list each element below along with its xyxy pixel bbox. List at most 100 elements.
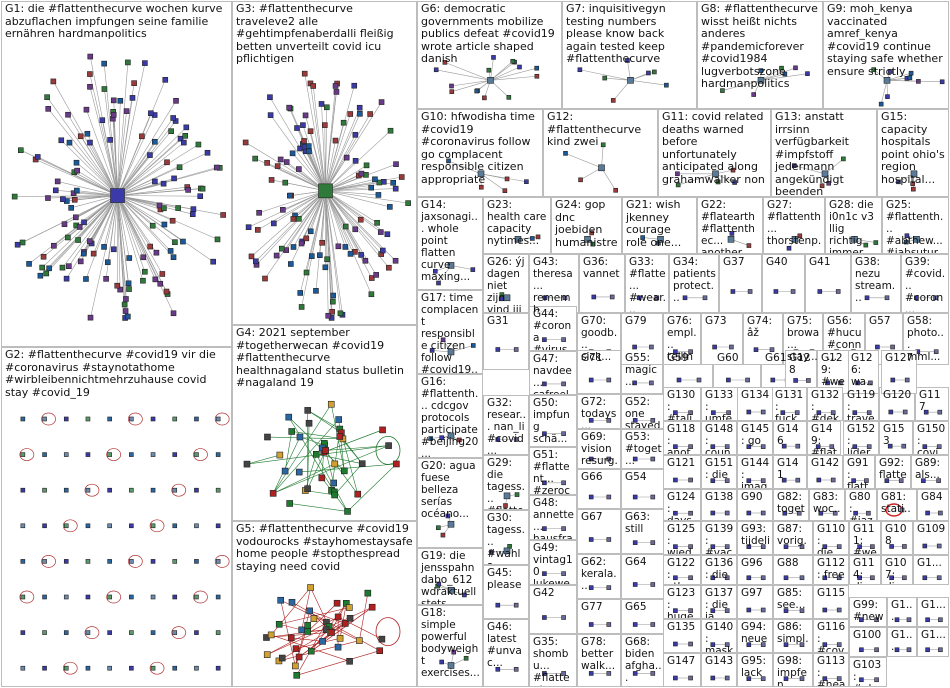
group-g82-graph [782,510,802,516]
group-g31: G31 [483,313,529,370]
group-g122: G122: others [663,555,701,585]
network-node [433,268,438,274]
network-node [117,286,123,293]
network-node [295,468,303,476]
group-g86: G86: simpl... [773,619,813,653]
group-label: G1... res... loo... [891,599,914,626]
group-label: G141 [777,457,799,481]
network-node [341,620,349,627]
network-node [495,437,501,442]
self-loop [214,412,230,426]
group-g89: G89: als... [911,455,949,489]
network-node [101,60,107,67]
network-node [561,337,566,342]
network-node [836,544,842,549]
network-edge [886,80,943,83]
network-edge [325,190,390,208]
network-node [650,456,656,462]
group-label: G21: wish jkenney courage role one... [626,198,684,249]
network-node [310,615,318,622]
group-g25-graph [903,233,920,245]
group-g72: G72: todays... [577,394,621,429]
group-g59-graph [676,377,702,383]
network-node [791,236,799,243]
group-g115: G115 [813,585,849,619]
network-node [85,487,91,493]
network-node [66,139,73,146]
network-node [379,426,386,434]
network-node [274,163,281,169]
network-node [129,665,134,671]
self-loop [149,519,165,533]
network-node [588,671,594,676]
network-node [933,295,938,301]
network-node [851,236,858,243]
network-edge [117,195,144,258]
group-g17: G17: time complacent responsible citizen… [417,290,483,374]
group-g138: G138 [701,489,737,521]
group-g82: G82: toget... [773,489,809,521]
network-node [87,71,93,77]
network-node [68,205,74,211]
group-label: G60 [717,352,739,364]
network-node [197,193,204,199]
network-node [588,622,594,627]
group-label: G7: inquisitivegyn testing numbers pleas… [566,2,670,65]
network-edge [117,195,174,258]
network-edge [288,416,335,493]
group-g101: G1... res... loo... [887,597,917,627]
network-node [168,128,174,135]
group-g101-graph [894,617,912,623]
network-node [392,257,399,264]
network-node [783,676,789,681]
group-label: G91: flatte... [847,457,869,489]
group-g84: G84 [917,489,949,521]
network-node [292,645,300,652]
group-g37-graph [730,289,753,294]
network-node [129,594,134,600]
network-node [925,617,930,623]
network-edge [246,454,280,465]
group-g79: G79 [621,313,663,365]
self-loop [41,412,56,426]
network-node [358,460,366,467]
group-g73: G73 [701,313,743,365]
group-label: G22: #flatearth #flattenthec... another.… [701,199,759,254]
network-node [150,665,156,671]
network-edge [117,114,155,196]
network-node [313,288,319,294]
group-g80: G80: #jaz... [845,489,877,521]
network-node [157,280,164,287]
group-g85-graph [783,608,805,613]
network-edge [580,167,602,181]
network-node [835,289,841,294]
network-node [177,135,184,142]
group-g95-graph [746,676,766,681]
network-node [591,294,597,300]
network-edge [490,61,513,81]
network-edge [42,195,118,268]
group-g11: G11: covid related deaths warned before … [658,109,771,197]
group-g108: G108 [881,521,913,555]
network-node [542,295,548,301]
network-edge [601,167,616,191]
network-node [194,416,199,422]
group-label: G133: umfe... [705,389,736,421]
group-label: G35: shombu... #flattent... [533,636,570,686]
network-edge [117,195,176,243]
group-g44: G44: #corona #virus... [529,306,577,351]
network-node [578,177,583,183]
group-g20: G20: agua fuese belleza serías océano... [417,458,483,548]
group-label: G147 [667,655,696,667]
network-node [636,295,642,301]
group-g24-graph [584,230,596,247]
network-node [724,444,730,449]
network-node [42,559,47,564]
group-g64-graph [632,582,656,587]
network-node [746,607,752,613]
group-g25: G25: #flattenth... #abthew... #jabsutur.… [882,197,949,254]
network-node [243,460,251,468]
group-label: G134 [741,389,770,401]
self-loop [193,448,208,461]
network-node [590,241,596,247]
